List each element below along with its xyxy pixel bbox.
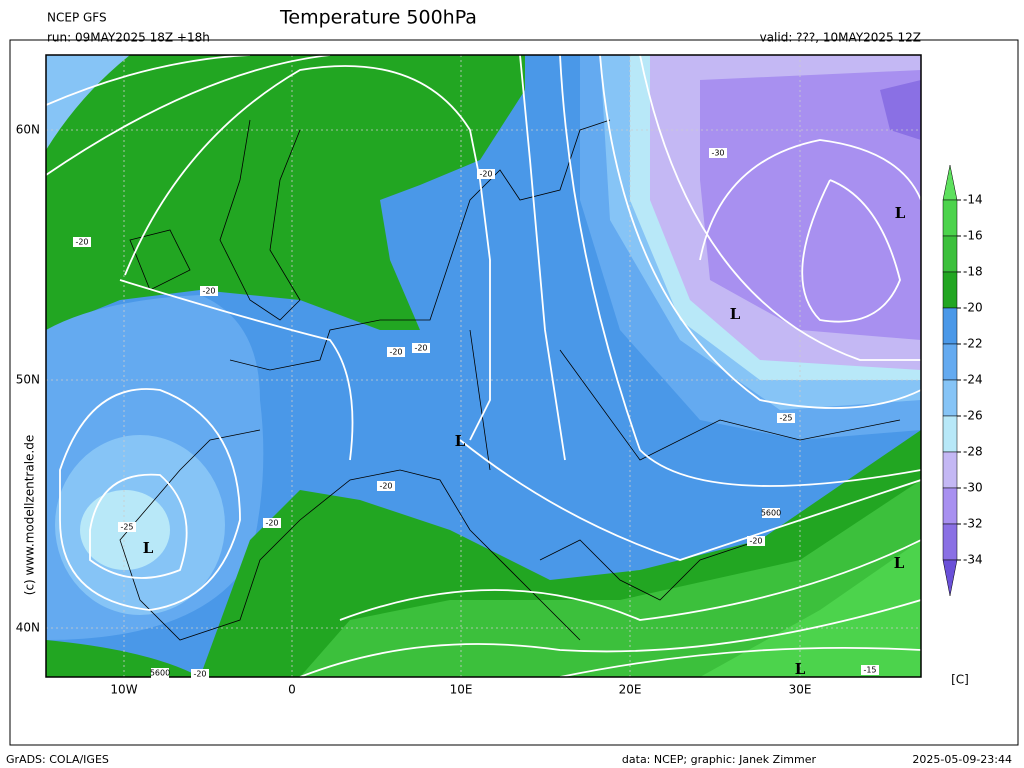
- colorbar-label: -32: [963, 517, 983, 531]
- label-box: [861, 665, 879, 675]
- label-box: [377, 481, 395, 491]
- colorbar-label: -26: [963, 409, 983, 423]
- low: L: [895, 204, 906, 222]
- colorbar-label: -28: [963, 445, 983, 459]
- colorbar-label: -24: [963, 373, 983, 387]
- contour-label: -20: [265, 519, 278, 528]
- label-box: [387, 347, 405, 357]
- colorbar-label: -22: [963, 337, 983, 351]
- footer-center: data: NCEP; graphic: Janek Zimmer: [622, 753, 817, 766]
- title: Temperature 500hPa: [279, 7, 477, 29]
- label-box: [118, 522, 136, 532]
- colorbar-segment: [942, 307, 958, 345]
- lat-label: 60N: [16, 123, 40, 137]
- colorbar-label: -16: [963, 229, 983, 243]
- contour-labels: -20 -20 -20 -20 -20 -20 -20 -20 -20 -25 -25 -30 5600…: [73, 148, 879, 679]
- label-box: [191, 669, 209, 679]
- low: L: [795, 660, 806, 678]
- colorbar-segment: [942, 271, 958, 309]
- label-box: [477, 169, 495, 179]
- colorbar-label: -14: [963, 193, 983, 207]
- label-box: [200, 286, 218, 296]
- lon-label: 10W: [110, 683, 137, 697]
- label-box: [73, 237, 91, 247]
- contour-label: -20: [202, 287, 215, 296]
- low: L: [143, 539, 154, 557]
- colorbar-cap: [942, 559, 958, 597]
- label-box: [747, 536, 765, 546]
- colorbar-cap: [942, 164, 958, 201]
- watermark: (c) www.modellzentrale.de: [23, 435, 37, 595]
- lat-label: 40N: [16, 621, 40, 635]
- contour-label: -20: [749, 537, 762, 546]
- colorbar-label: -20: [963, 301, 983, 315]
- lon-label: 20E: [619, 683, 642, 697]
- contour-label: 5600: [761, 509, 781, 518]
- colorbar-segment: [942, 343, 958, 381]
- lon-label: 30E: [789, 683, 812, 697]
- lat-label: 50N: [16, 373, 40, 387]
- colorbar-segment: [942, 199, 958, 237]
- contour-label: -20: [193, 670, 206, 679]
- colorbar-segment: [942, 451, 958, 489]
- run: run: 09MAY2025 18Z +18h: [47, 31, 210, 45]
- colorbar-segment: [942, 415, 958, 453]
- label-box: [412, 343, 430, 353]
- label-box: [777, 413, 795, 423]
- colorbar-label: -34: [963, 553, 983, 567]
- contour-label: -20: [379, 482, 392, 491]
- colorbar-segment: [942, 487, 958, 525]
- lon-label: 10E: [450, 683, 473, 697]
- colorbar-label: -30: [963, 481, 983, 495]
- colorbar-segment: [942, 379, 958, 417]
- contour-label: -20: [479, 170, 492, 179]
- frame: [9, 39, 1019, 746]
- label-box: [762, 508, 780, 518]
- colorbar-label: -18: [963, 265, 983, 279]
- colorbar: -14 -16 -18 -20 -22 -24 -26 -28 -30 -32 -34: [942, 164, 983, 597]
- low: L: [455, 432, 466, 450]
- contour-label: 5600: [150, 669, 170, 678]
- label-box: [709, 148, 727, 158]
- footer-left: GrADS: COLA/IGES: [6, 753, 109, 766]
- footer-right: 2025-05-09-23:44: [912, 753, 1012, 766]
- contour-label: -25: [120, 523, 133, 532]
- contour-label: -20: [414, 344, 427, 353]
- contour-label: -30: [711, 149, 724, 158]
- contour-label: -20: [389, 348, 402, 357]
- contour-label: -15: [863, 666, 876, 675]
- valid: valid: ???, 10MAY2025 12Z: [760, 31, 921, 45]
- unit: [C]: [951, 673, 969, 687]
- low: L: [894, 554, 905, 572]
- label-box: [151, 668, 169, 678]
- contour-label: -25: [779, 414, 792, 423]
- map: -20 -20 -20 -20 -20 -20 -20 -20 -20 -25 -25 -30 5600…: [45, 54, 922, 679]
- colorbar-segment: [942, 523, 958, 561]
- label-box: [263, 518, 281, 528]
- low: L: [730, 305, 741, 323]
- colorbar-segment: [942, 235, 958, 273]
- contour-label: -20: [75, 238, 88, 247]
- model: NCEP GFS: [47, 11, 107, 25]
- lon-label: 0: [288, 683, 296, 697]
